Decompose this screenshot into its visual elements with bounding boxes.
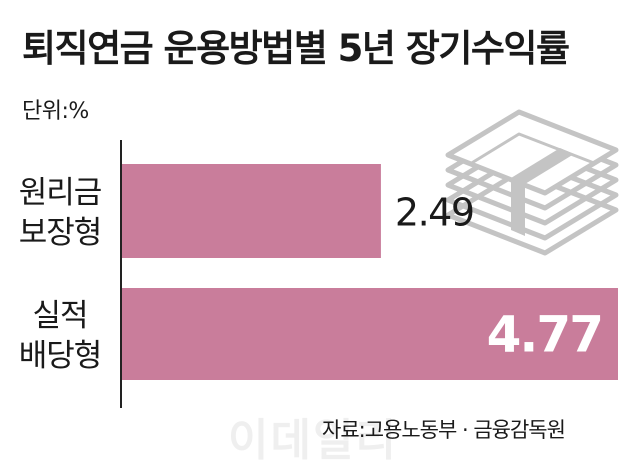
category-label-0-1: 보장형	[19, 215, 102, 251]
chart-title: 퇴직연금 운용방법별 5년 장기수익률	[22, 27, 570, 70]
watermark: 이데일리	[228, 415, 398, 466]
category-label-1-0: 실적	[32, 298, 87, 334]
category-label-0-0: 원리금	[19, 175, 102, 211]
category-label-1-1: 배당형	[19, 338, 102, 374]
value-label-0: 2.49	[395, 191, 474, 235]
stack-of-banknotes-icon	[445, 109, 619, 256]
source-note: 자료:고용노동부 · 금융감독원	[322, 418, 566, 442]
bar-0	[122, 164, 381, 258]
value-label-1: 4.77	[487, 306, 602, 364]
bar-1	[122, 288, 618, 380]
unit-label: 단위:%	[22, 99, 89, 124]
